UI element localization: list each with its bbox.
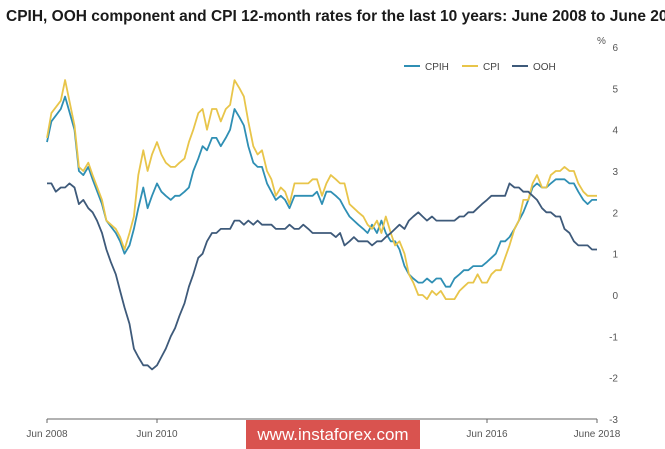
y-tick-label: 5 bbox=[612, 84, 618, 95]
chart-legend: CPIH CPI OOH bbox=[404, 62, 556, 73]
y-tick-label: 1 bbox=[612, 250, 618, 261]
y-tick-label: -1 bbox=[609, 332, 618, 343]
x-tick-label: Jun 2010 bbox=[136, 429, 178, 440]
y-tick-label: 6 bbox=[612, 43, 618, 54]
chart-title: CPIH, OOH component and CPI 12-month rat… bbox=[6, 8, 665, 25]
y-tick-label: 4 bbox=[612, 126, 618, 137]
y-tick-label: 0 bbox=[612, 291, 618, 302]
legend-label-ooh: OOH bbox=[533, 62, 556, 73]
chart-axes: -3 -2 -1 0 1 2 3 4 5 6% Jun 2008 Jun 2010 Jun 2016 Ju… bbox=[26, 36, 620, 440]
y-tick-label: 3 bbox=[612, 167, 618, 178]
legend-label-cpi: CPI bbox=[483, 62, 500, 73]
y-axis-label: % bbox=[597, 36, 606, 47]
x-tick-label: June 2018 bbox=[574, 429, 621, 440]
y-tick-label: -2 bbox=[609, 374, 618, 385]
x-tick-label: Jun 2016 bbox=[466, 429, 508, 440]
x-tick-label: Jun 2008 bbox=[26, 429, 68, 440]
series-line-cpih bbox=[46, 95, 597, 288]
series-line-cpi bbox=[46, 79, 597, 300]
series-line-ooh bbox=[47, 182, 597, 371]
legend-label-cpih: CPIH bbox=[425, 62, 449, 73]
watermark-banner: www.instaforex.com bbox=[246, 420, 420, 449]
y-tick-label: 2 bbox=[612, 208, 618, 219]
y-tick-label: -3 bbox=[609, 415, 618, 426]
chart-series bbox=[46, 79, 597, 371]
